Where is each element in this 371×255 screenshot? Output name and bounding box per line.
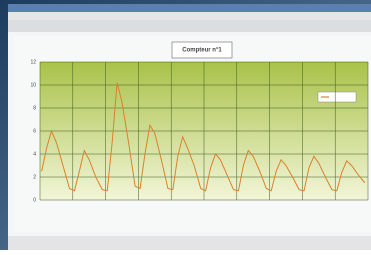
y-tick-label: 6 [33,128,36,134]
y-tick-label: 12 [30,59,36,65]
screen: Compteur n°1 0 2 4 6 8 10 12 [0,0,371,250]
title-bar [8,4,371,12]
toolbar[interactable] [8,20,371,32]
menu-bar[interactable] [8,12,371,20]
status-bar [8,236,371,250]
y-tick-label: 4 [33,151,36,157]
y-tick-label: 2 [33,174,36,180]
y-tick-label: 0 [33,197,36,203]
y-tick-label: 8 [33,105,36,111]
chart-title: Compteur n°1 [182,48,222,54]
y-tick-label: 10 [30,82,36,88]
